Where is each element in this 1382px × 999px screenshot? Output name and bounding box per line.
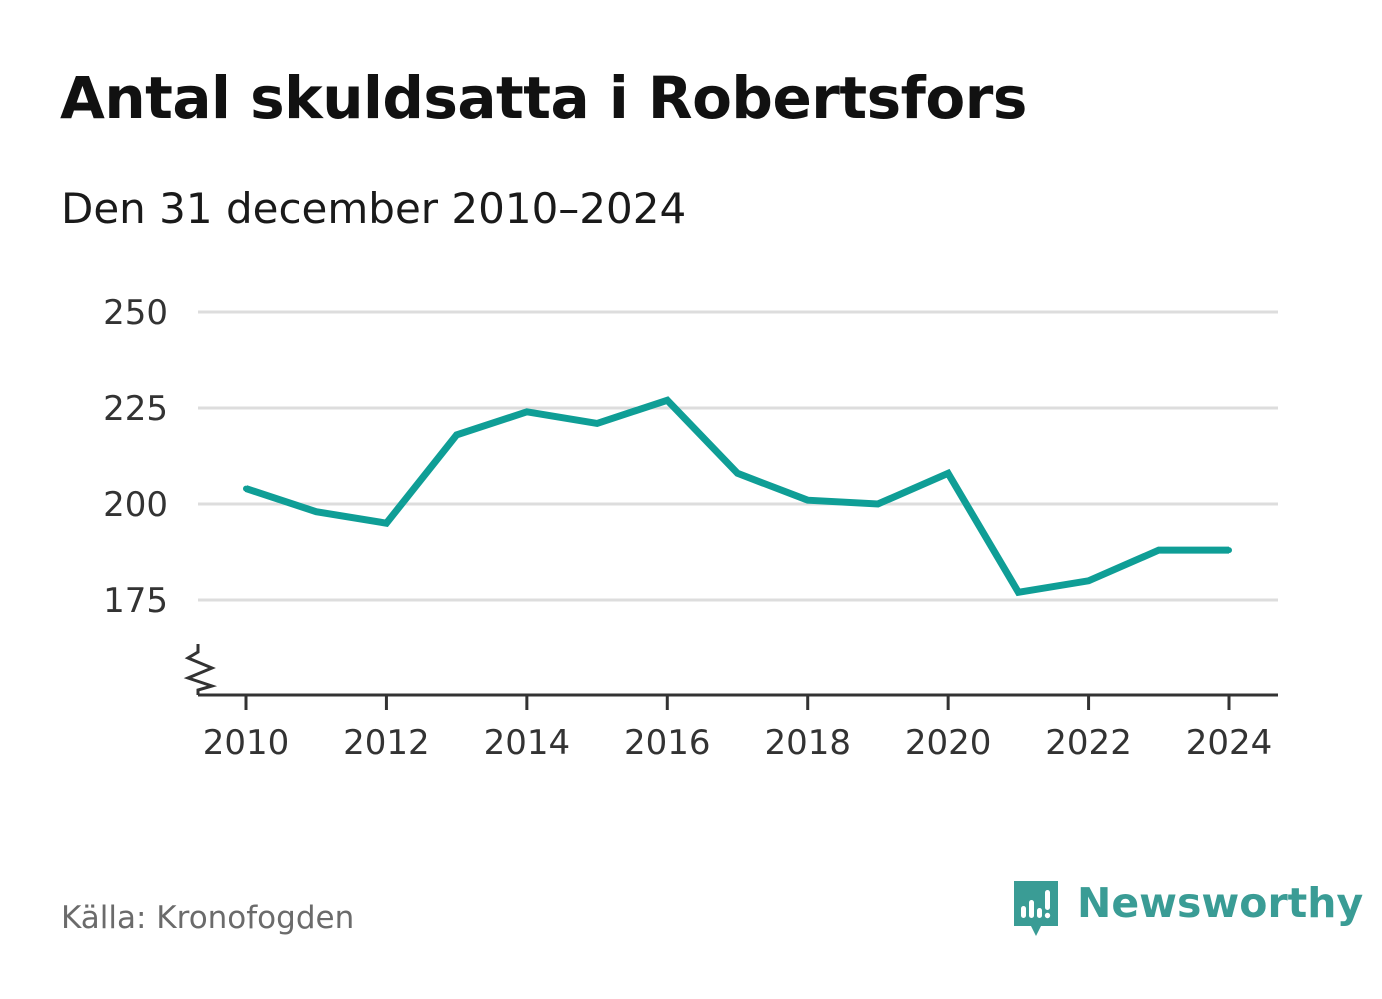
x-tick-label: 2018 xyxy=(764,723,851,763)
data-point xyxy=(383,520,390,527)
y-tick-label: 200 xyxy=(103,485,168,525)
data-point xyxy=(523,408,530,415)
chart-title: Antal skuldsatta i Robertsfors xyxy=(60,64,1027,132)
x-tick-label: 2024 xyxy=(1186,723,1273,763)
y-axis-break-icon xyxy=(183,644,218,695)
data-point xyxy=(313,508,320,515)
series-line xyxy=(244,396,1229,597)
data-point xyxy=(1085,577,1092,584)
y-tick-label: 250 xyxy=(103,293,168,333)
gridlines xyxy=(198,310,1278,602)
brand: Newsworthy xyxy=(1011,878,1363,942)
chart-subtitle: Den 31 december 2010–2024 xyxy=(61,184,687,233)
y-tick-label: 225 xyxy=(103,389,168,429)
y-axis-ticks: 175 200 225 250 xyxy=(103,293,168,621)
x-tick-label: 2022 xyxy=(1045,723,1132,763)
series xyxy=(243,396,1232,597)
x-tick-label: 2016 xyxy=(624,723,711,763)
brand-name: Newsworthy xyxy=(1077,879,1364,927)
data-point xyxy=(804,497,811,504)
data-point xyxy=(1015,589,1022,596)
data-point xyxy=(664,397,671,404)
y-tick-label: 175 xyxy=(103,581,168,621)
data-point xyxy=(453,431,460,438)
data-point xyxy=(945,470,952,477)
x-axis xyxy=(183,644,1278,697)
x-tick-label: 2012 xyxy=(343,723,430,763)
bar-chart-speech-bubble-icon xyxy=(1014,881,1058,936)
x-tick-label: 2014 xyxy=(484,723,571,763)
data-point xyxy=(734,470,741,477)
data-point xyxy=(1155,547,1162,554)
data-point xyxy=(874,501,881,507)
data-point xyxy=(594,420,601,427)
source-note: Källa: Kronofogden xyxy=(61,900,355,936)
data-point xyxy=(243,485,249,492)
x-tick-label: 2010 xyxy=(203,723,290,763)
data-point xyxy=(1226,547,1232,554)
x-axis-ticks: 2010 2012 2014 2016 2018 2020 2022 2024 xyxy=(203,695,1273,763)
x-tick-label: 2020 xyxy=(905,723,992,763)
